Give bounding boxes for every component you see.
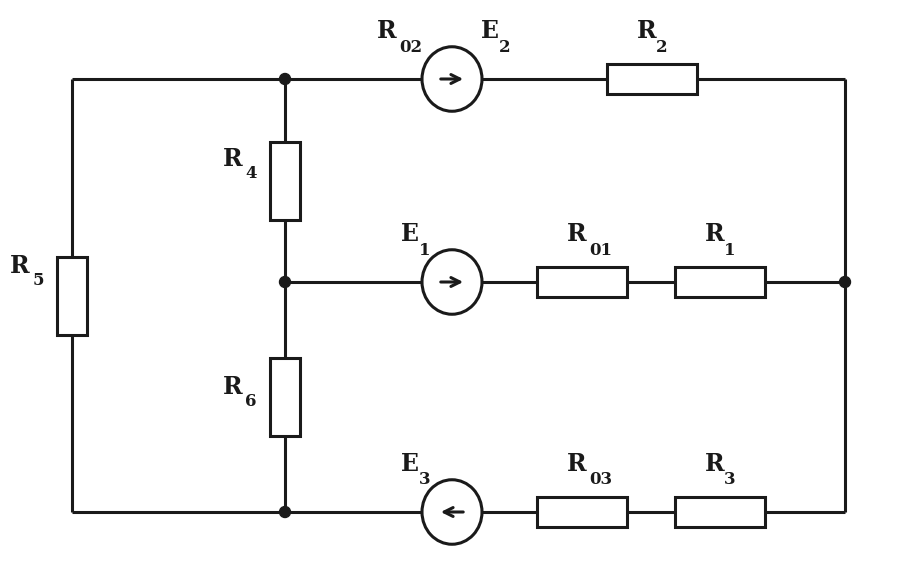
Text: 1: 1 xyxy=(724,241,736,258)
Text: 03: 03 xyxy=(589,472,613,488)
Ellipse shape xyxy=(422,47,482,111)
Text: E: E xyxy=(401,222,419,246)
Text: 1: 1 xyxy=(419,241,431,258)
Bar xyxy=(537,497,627,527)
Bar xyxy=(675,267,765,297)
Text: R: R xyxy=(223,147,242,170)
Text: R: R xyxy=(705,222,724,246)
Text: R: R xyxy=(637,19,657,43)
Text: 3: 3 xyxy=(419,472,431,488)
Bar xyxy=(57,257,87,334)
Text: 01: 01 xyxy=(589,241,613,258)
Bar xyxy=(537,267,627,297)
Bar xyxy=(270,142,300,219)
Text: R: R xyxy=(378,19,396,43)
Text: 2: 2 xyxy=(656,38,668,55)
Text: E: E xyxy=(481,19,499,43)
Text: R: R xyxy=(10,253,30,277)
Text: 6: 6 xyxy=(245,394,257,411)
Bar xyxy=(270,358,300,436)
Bar xyxy=(607,64,697,94)
Text: R: R xyxy=(705,452,724,476)
Circle shape xyxy=(840,276,851,288)
Circle shape xyxy=(279,276,290,288)
Ellipse shape xyxy=(422,480,482,544)
Circle shape xyxy=(279,73,290,85)
Text: 2: 2 xyxy=(499,38,511,55)
Text: R: R xyxy=(568,222,587,246)
Text: 02: 02 xyxy=(399,38,423,55)
Text: 5: 5 xyxy=(32,272,44,289)
Ellipse shape xyxy=(422,250,482,314)
Circle shape xyxy=(279,506,290,518)
Text: E: E xyxy=(401,452,419,476)
Text: R: R xyxy=(568,452,587,476)
Bar xyxy=(675,497,765,527)
Text: R: R xyxy=(223,375,242,399)
Text: 4: 4 xyxy=(245,165,257,182)
Text: 3: 3 xyxy=(724,472,736,488)
